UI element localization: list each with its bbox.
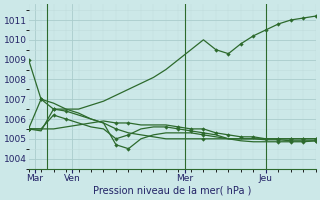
X-axis label: Pression niveau de la mer( hPa ): Pression niveau de la mer( hPa ) (93, 186, 252, 196)
